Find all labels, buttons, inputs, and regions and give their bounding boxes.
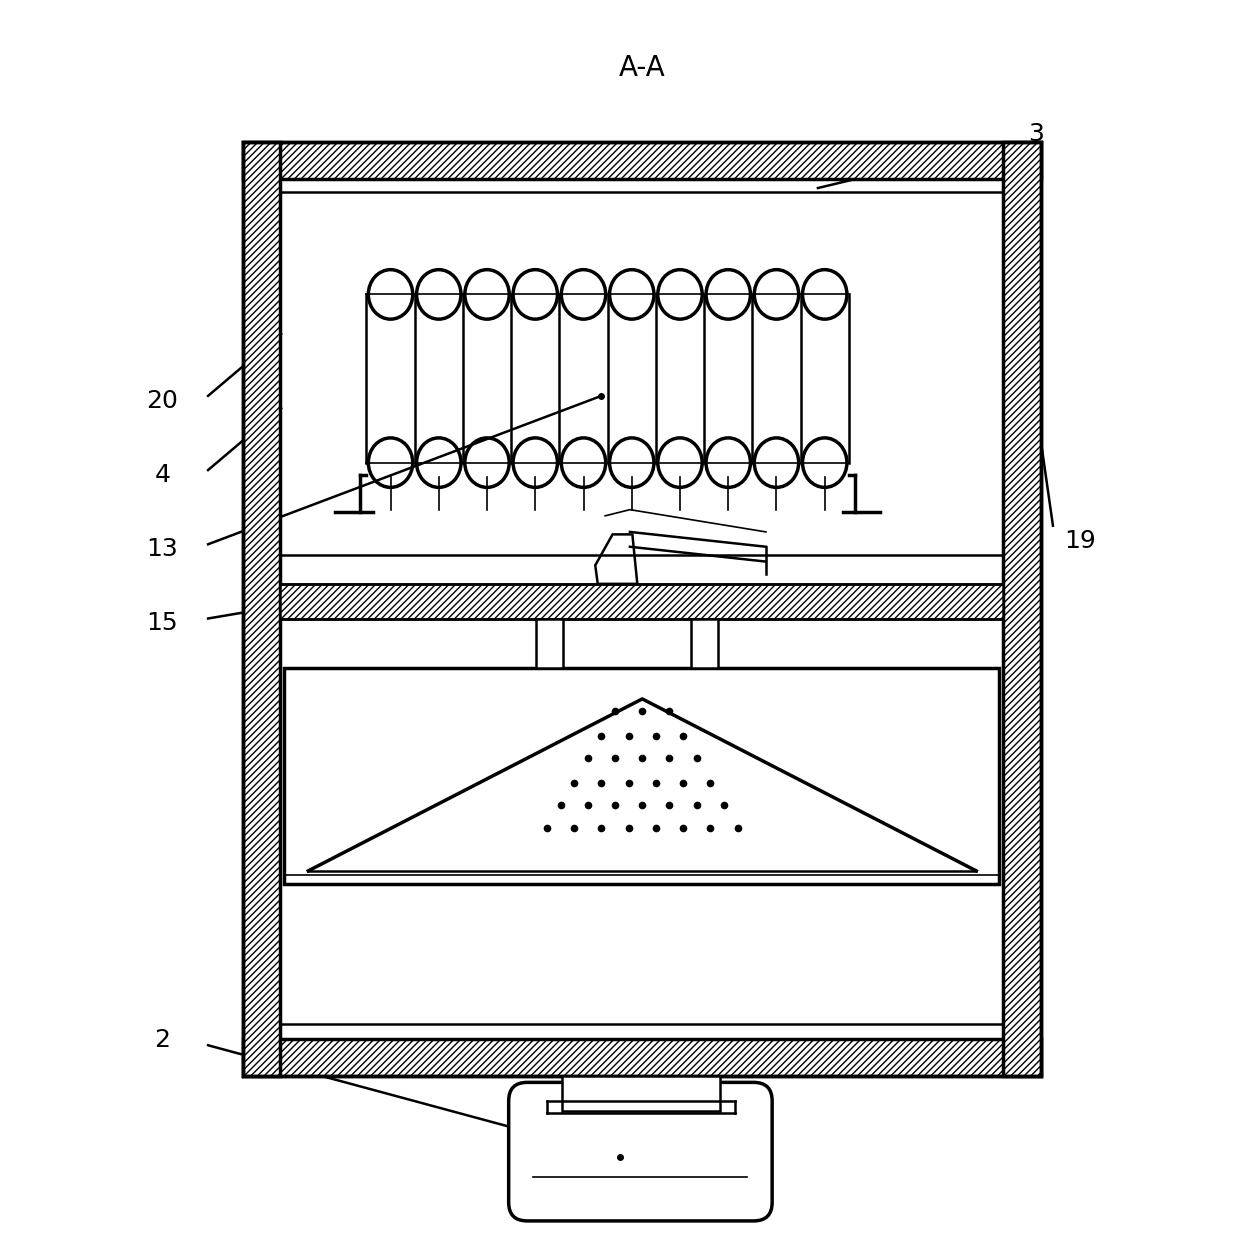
Text: A-A: A-A	[619, 54, 666, 82]
FancyBboxPatch shape	[508, 1082, 773, 1221]
Bar	[284, 668, 998, 884]
Bar	[243, 142, 1040, 1076]
Text: 19: 19	[1064, 528, 1096, 553]
Text: 13: 13	[146, 537, 179, 562]
Bar	[536, 618, 563, 668]
Bar	[243, 142, 1040, 179]
Bar	[243, 1039, 1040, 1076]
Bar	[280, 179, 1003, 1039]
Bar	[243, 142, 280, 1076]
Bar	[562, 1076, 720, 1111]
Text: 15: 15	[146, 611, 179, 636]
Text: 20: 20	[146, 388, 179, 413]
Text: 2: 2	[154, 1028, 170, 1053]
Bar	[1003, 142, 1040, 1076]
Text: 3: 3	[1028, 121, 1044, 146]
Bar	[280, 584, 1003, 618]
Text: 4: 4	[154, 463, 170, 487]
Bar	[691, 618, 718, 668]
